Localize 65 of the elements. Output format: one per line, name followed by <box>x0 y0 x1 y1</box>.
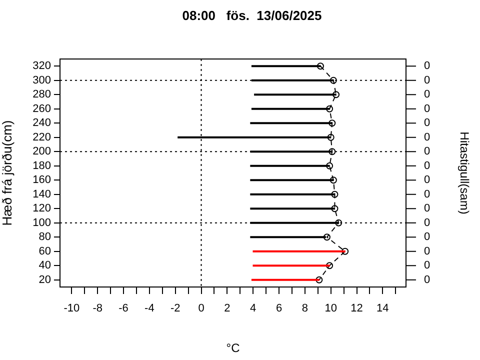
point <box>342 248 349 255</box>
x-tick-label: 2 <box>224 302 230 315</box>
x-tick-label: 14 <box>376 302 389 315</box>
point <box>316 276 323 284</box>
y-tick-label: 160 <box>32 174 51 186</box>
text: 0 <box>424 74 430 86</box>
text: 0 <box>424 117 430 130</box>
y-tick-label: 300 <box>32 74 51 86</box>
y-tick-label: 60 <box>38 245 51 258</box>
y-tick-label: 240 <box>32 117 51 130</box>
x-tick-label: 10 <box>324 302 337 315</box>
x-axis-title: °C <box>226 341 240 356</box>
y-tick-label: 40 <box>38 260 51 272</box>
text: 0 <box>424 60 430 72</box>
text: 0 <box>424 160 430 172</box>
text: 0 <box>424 102 430 115</box>
text: 0 <box>424 174 430 186</box>
point <box>323 234 330 241</box>
text: 0 <box>424 188 430 200</box>
x-tick-label: 0 <box>198 302 204 315</box>
x-tick-label: 8 <box>302 302 308 315</box>
y-tick-label: 320 <box>32 60 51 72</box>
y-tick-label: 260 <box>32 102 51 115</box>
x-tick-label: 6 <box>276 302 282 315</box>
y-tick-label: 20 <box>38 274 51 286</box>
y2-axis-title: Hitastigull(sam) <box>458 132 472 214</box>
point <box>316 62 324 70</box>
text: 0 <box>424 274 430 286</box>
x-tick-label: -4 <box>144 302 154 315</box>
x-tick-label: -8 <box>92 302 102 315</box>
point <box>327 134 334 141</box>
text: 0 <box>424 146 430 158</box>
y-tick-label: 200 <box>32 146 51 158</box>
text: 0 <box>424 131 430 144</box>
x-tick-label: 4 <box>250 302 256 315</box>
point <box>328 120 336 127</box>
point <box>326 105 334 112</box>
x-tick-label: -10 <box>64 302 80 315</box>
chart-title: 08:00 fös. 13/06/2025 <box>181 8 323 23</box>
y-tick-label: 280 <box>32 88 51 101</box>
y-axis-title: Hæð frá jörðu(cm) <box>0 120 14 226</box>
point <box>331 190 338 198</box>
point <box>331 205 338 212</box>
text: 0 <box>424 260 430 272</box>
x-tick-label: 12 <box>350 302 363 315</box>
point <box>330 176 337 184</box>
text: 0 <box>424 231 430 244</box>
point <box>328 148 336 156</box>
y-tick-label: 120 <box>32 202 51 215</box>
point <box>326 162 334 170</box>
point <box>330 76 337 84</box>
point <box>326 262 334 270</box>
y-tick-label: 80 <box>38 231 51 244</box>
point <box>335 219 342 226</box>
text: 0 <box>424 216 430 229</box>
x-tick-label: -6 <box>118 302 128 315</box>
y-tick-label: 220 <box>32 131 51 144</box>
text: 0 <box>424 202 430 215</box>
y-tick-label: 100 <box>32 216 51 229</box>
y-tick-label: 180 <box>32 160 51 172</box>
point <box>332 91 340 98</box>
x-tick-label: -2 <box>170 302 180 315</box>
text: 0 <box>424 88 430 101</box>
y-tick-label: 140 <box>32 188 51 200</box>
text: 0 <box>424 245 430 258</box>
